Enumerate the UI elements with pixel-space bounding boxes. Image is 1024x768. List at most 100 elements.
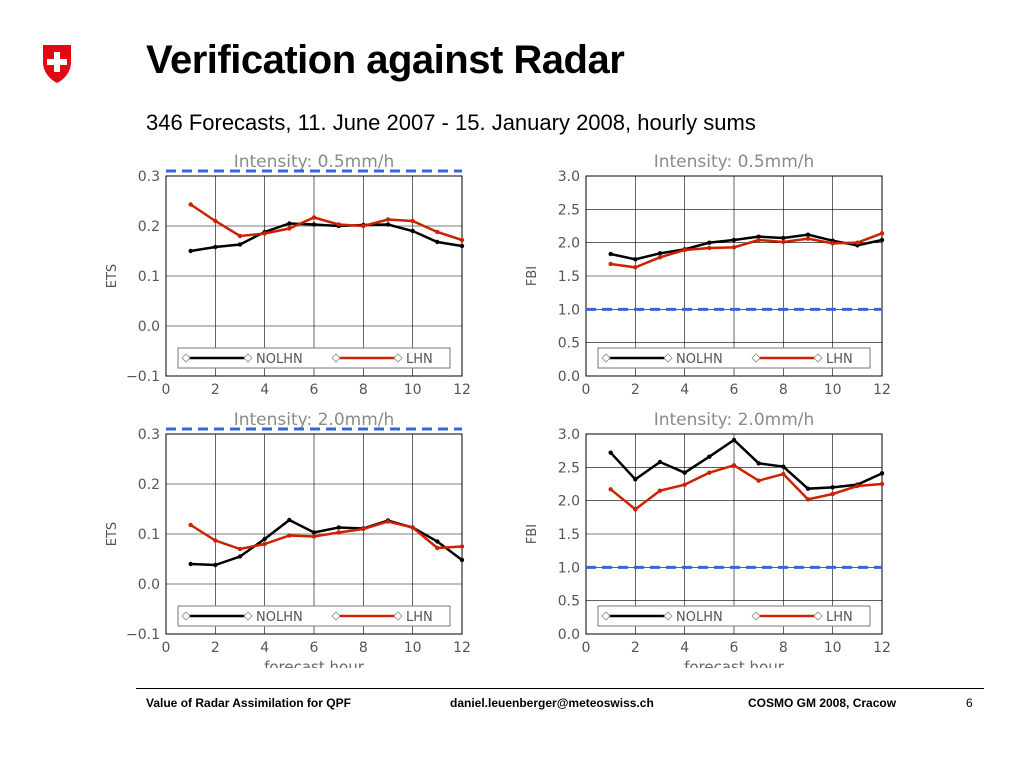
data-point [855,483,860,489]
data-point [188,202,193,207]
chart-svg: Intensity: 2.0mm/h 0 2 4 6 8 10 12 −0.1 0.0 0.1 0.2… [105,410,471,668]
data-point [459,243,465,249]
data-point [879,231,885,236]
chart-title: Intensity: 0.5mm/h [654,152,815,172]
cross-horizontal [47,59,67,65]
y-tick-label: 2.5 [558,202,580,218]
data-point [188,248,193,254]
data-point [731,437,737,443]
x-tick-label: 2 [631,382,640,398]
y-tick-label: 1.0 [558,302,580,318]
data-point [188,561,193,567]
y-tick-label: 0.2 [138,477,160,493]
data-point [756,237,761,243]
legend-diamond-icon [393,611,403,621]
y-tick-label: 0.5 [558,594,580,610]
data-point [879,237,885,243]
y-tick-label: 2.0 [558,494,580,510]
legend-diamond-icon [601,611,611,621]
series-line [609,463,883,511]
legend-box [177,605,451,627]
legend-diamond-icon [813,353,823,363]
footer-divider [136,688,984,689]
data-point [435,539,440,544]
data-point [237,554,243,559]
data-point [213,538,218,543]
legend-label: NOLHN [256,352,303,367]
legend-label: NOLHN [676,352,723,367]
data-point [657,488,663,493]
x-tick-label: 0 [162,640,171,656]
y-tick-label: 1.0 [558,560,580,576]
x-tick-label: 0 [162,382,171,398]
legend-diamond-icon [331,353,341,363]
y-tick-label: 0.1 [138,527,160,543]
x-tick-label: 12 [453,382,471,398]
y-tick-label: 0.2 [138,219,160,235]
y-tick-label: 0.3 [138,427,160,443]
slide-title: Verification against Radar [146,38,625,82]
chart-title: Intensity: 0.5mm/h [234,152,395,172]
chart-svg: Intensity: 0.5mm/h 0 2 4 6 8 10 12 0.0 0.5 1.0 1.5 2… [525,152,891,398]
x-tick-label: 0 [582,382,591,398]
legend-box [177,347,451,369]
data-point [361,526,366,532]
legend-box [597,605,871,627]
data-point [262,536,267,542]
data-point [657,255,663,260]
legend-diamond-icon [663,611,673,621]
data-point [781,464,786,469]
x-tick-label: 0 [582,640,591,656]
data-point [682,247,687,253]
series-line [610,232,883,269]
series-line [190,222,463,253]
data-point [805,236,811,241]
data-point [657,459,663,465]
data-point [213,562,218,568]
data-point [855,240,860,245]
x-tick-label: 8 [359,640,368,656]
y-tick-label: 2.5 [558,460,580,476]
x-tick-label: 10 [824,640,842,656]
data-point [435,545,440,551]
data-point [657,251,663,256]
x-tick-label: 8 [779,640,788,656]
data-point [237,233,243,239]
y-axis-label: FBI [525,524,540,544]
x-axis-label: forecast hour [264,658,365,668]
y-tick-label: 3.0 [558,169,580,185]
y-tick-label: 1.5 [558,527,580,543]
series-line [609,438,883,490]
data-point [608,487,613,492]
y-tick-label: 0.5 [558,336,580,352]
x-tick-label: 10 [404,382,422,398]
data-point [830,485,835,490]
data-point [385,222,391,227]
data-point [608,450,613,455]
legend-label: LHN [826,610,853,625]
legend-label: LHN [826,352,853,367]
chart-ets-0.5mm: Intensity: 0.5mm/h 0 2 4 6 8 10 12 −0.1 0.0 0.1 0.2… [92,150,472,410]
legend-box [597,347,871,369]
data-point [633,265,638,270]
chart-fbi-0.5mm: Intensity: 0.5mm/h 0 2 4 6 8 10 12 0.0 0.5 1.0 1.5 2… [512,150,892,410]
x-tick-label: 8 [779,382,788,398]
data-point [311,534,317,539]
x-tick-label: 4 [260,640,269,656]
data-point [237,546,243,552]
series-line [190,520,463,551]
data-point [459,237,465,243]
footer-email: daniel.leuenberger@meteoswiss.ch [450,696,654,710]
data-point [682,482,687,487]
data-point [805,232,811,237]
y-tick-label: 2.0 [558,236,580,252]
x-axis-label: forecast hour [684,658,785,668]
y-tick-label: 0.0 [558,627,580,643]
x-tick-label: 6 [310,640,319,656]
x-tick-label: 4 [680,640,689,656]
y-tick-label: 0.3 [138,169,160,185]
x-tick-label: 12 [873,640,891,656]
data-point [756,234,761,239]
x-tick-label: 2 [631,640,640,656]
legend-label: NOLHN [256,610,303,625]
